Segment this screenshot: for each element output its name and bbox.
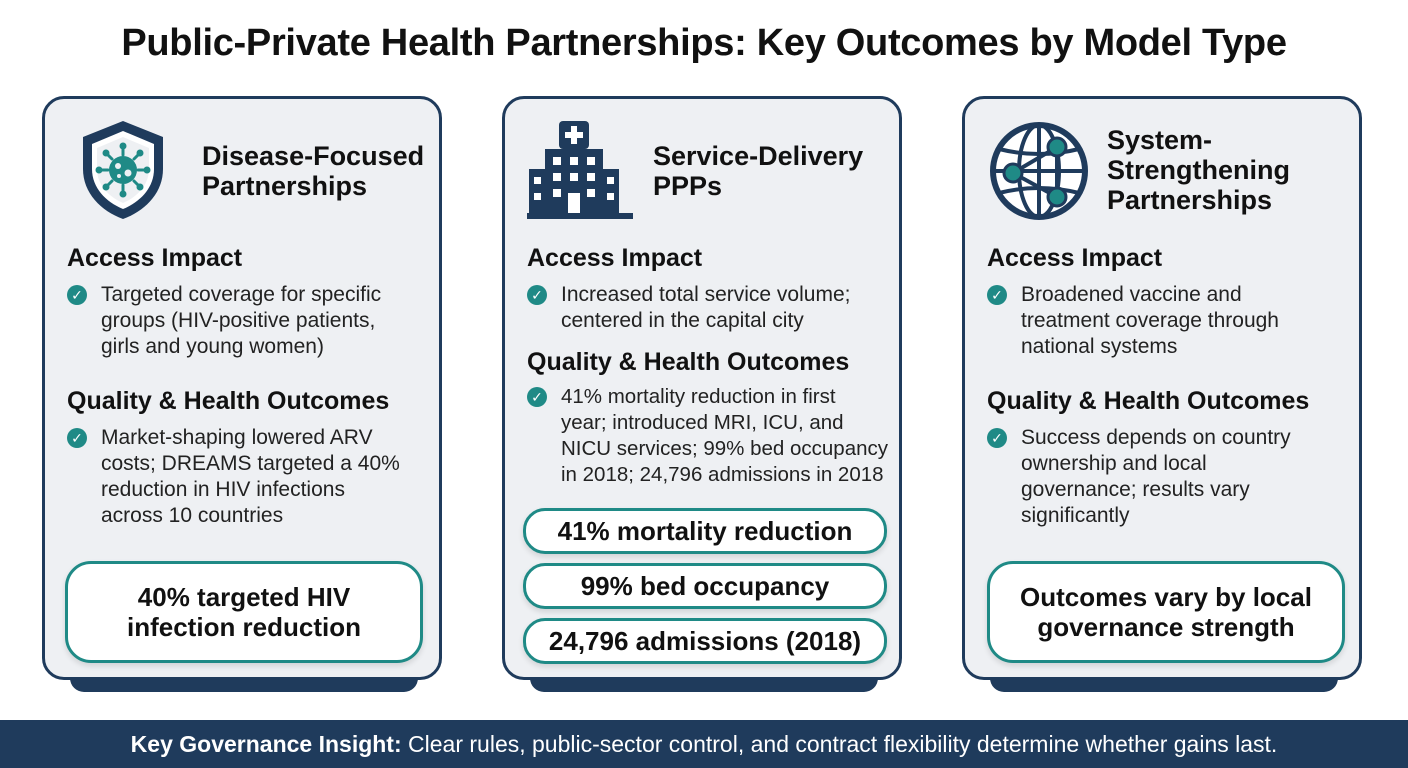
bullet-text: 41% mortality reduction in first year; i…	[561, 385, 889, 486]
check-icon: ✓	[67, 285, 87, 305]
shield-virus-icon	[83, 121, 163, 219]
access-impact-bullet: ✓ Increased total service volume; center…	[527, 282, 889, 334]
bullet-text: Market-shaping lowered ARV costs; DREAMS…	[101, 426, 400, 527]
card-system-strengthening: System- Strengthening Partnerships Acces…	[962, 96, 1362, 680]
highlight-pill: 41% mortality reduction	[523, 508, 887, 554]
access-impact-heading: Access Impact	[67, 244, 243, 272]
card-title-line: PPPs	[653, 171, 723, 201]
access-impact-heading: Access Impact	[987, 244, 1163, 272]
card-title-line: System-	[1107, 125, 1213, 155]
quality-outcomes-bullet: ✓ 41% mortality reduction in first year;…	[527, 384, 899, 488]
quality-outcomes-bullet: ✓ Market-shaping lowered ARV costs; DREA…	[67, 425, 429, 529]
access-impact-heading: Access Impact	[527, 244, 703, 272]
check-icon: ✓	[67, 428, 87, 448]
hospital-icon	[527, 121, 633, 219]
governance-insight-banner: Key Governance Insight: Clear rules, pub…	[0, 720, 1408, 768]
globe-network-icon	[990, 122, 1088, 220]
card-title-line: Partnerships	[202, 171, 368, 201]
card-title-line: Disease-Focused	[202, 141, 425, 171]
highlight-pill: 40% targeted HIV infection reduction	[65, 561, 423, 663]
page-title: Public-Private Health Partnerships: Key …	[121, 22, 1287, 64]
insight-text: Clear rules, public-sector control, and …	[401, 731, 1278, 757]
highlight-pill: 24,796 admissions (2018)	[523, 618, 887, 664]
quality-outcomes-heading: Quality & Health Outcomes	[67, 387, 390, 415]
check-icon: ✓	[987, 285, 1007, 305]
quality-outcomes-heading: Quality & Health Outcomes	[527, 348, 850, 376]
card-disease-focused: Disease-Focused Partnerships Access Impa…	[42, 96, 442, 680]
card-title-line: Service-Delivery	[653, 141, 864, 171]
quality-outcomes-bullet: ✓ Success depends on country ownership a…	[987, 425, 1349, 529]
access-impact-bullet: ✓ Targeted coverage for specific groups …	[67, 282, 429, 360]
check-icon: ✓	[527, 387, 547, 407]
card-title-line: Partnerships	[1107, 185, 1273, 215]
card-title-line: Strengthening	[1107, 155, 1290, 185]
check-icon: ✓	[987, 428, 1007, 448]
access-impact-bullet: ✓ Broadened vaccine and treatment covera…	[987, 282, 1349, 360]
check-icon: ✓	[527, 285, 547, 305]
bullet-text: Broadened vaccine and treatment coverage…	[1021, 283, 1279, 358]
quality-outcomes-heading: Quality & Health Outcomes	[987, 387, 1310, 415]
bullet-text: Targeted coverage for specific groups (H…	[101, 283, 382, 358]
card-service-delivery: Service-Delivery PPPs Access Impact ✓ In…	[502, 96, 902, 680]
highlight-pill: Outcomes vary by local governance streng…	[987, 561, 1345, 663]
bullet-text: Increased total service volume; centered…	[561, 283, 851, 332]
highlight-pill: 99% bed occupancy	[523, 563, 887, 609]
insight-label: Key Governance Insight:	[130, 731, 402, 757]
bullet-text: Success depends on country ownership and…	[1021, 426, 1291, 527]
